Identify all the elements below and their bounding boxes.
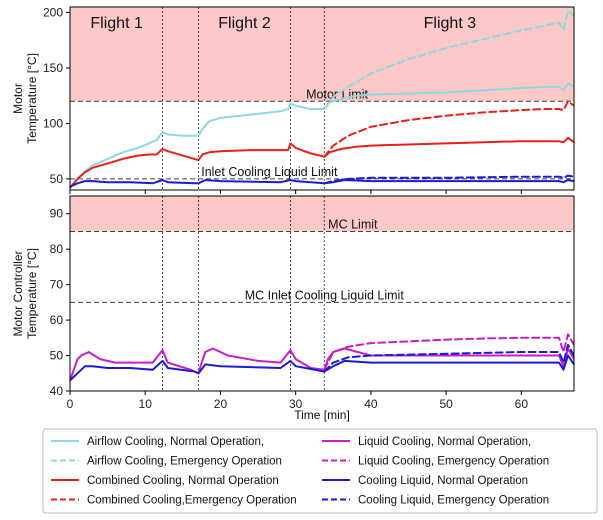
controller-y-axis-label-line-0: Motor Controller [11, 250, 25, 336]
motor-limit-shade [70, 7, 574, 102]
motor-series-1 [323, 9, 574, 110]
motor-series-3 [323, 100, 574, 158]
xtick-label-5: 50 [439, 397, 453, 411]
motor-ytick-label-3: 200 [43, 6, 63, 20]
controller-ytick-label-2: 60 [50, 313, 64, 327]
motor-y-axis-label-line-1: Temperature [°C] [25, 53, 39, 144]
flight-label-0: Flight 1 [90, 15, 143, 32]
legend-label-0: Airflow Cooling, Normal Operation, [87, 436, 264, 448]
controller-limit-label-1: MC Inlet Cooling Liquid Limit [245, 288, 405, 302]
controller-limit-label-0: MC Limit [328, 217, 378, 231]
flight-label-1: Flight 2 [218, 15, 271, 32]
legend-label-1: Airflow Cooling, Emergency Operation [87, 456, 282, 468]
flight-label-2: Flight 3 [424, 15, 477, 32]
xtick-label-1: 10 [139, 397, 153, 411]
controller-ytick-label-5: 90 [50, 207, 64, 221]
motor-series-2 [70, 136, 574, 189]
legend: Airflow Cooling, Normal Operation, Airflo… [42, 428, 598, 514]
controller-series-3 [323, 343, 574, 373]
motor-y-axis-label: MotorTemperature [°C] [11, 53, 39, 144]
controller-series-group [70, 333, 574, 382]
legend-label-7: Cooling Liquid, Emergency Operation [358, 495, 549, 507]
controller-ytick-label-0: 40 [50, 384, 64, 398]
controller-limit-shade [70, 196, 574, 232]
controller-series-1 [323, 333, 574, 371]
controller-ytick-label-3: 70 [50, 278, 64, 292]
controller-series-0 [70, 347, 574, 382]
legend-label-3: Combined Cooling,Emergency Operation [87, 495, 297, 507]
controller-ytick-label-1: 50 [50, 349, 64, 363]
motor-series-group [70, 9, 574, 189]
motor-series-5 [323, 174, 574, 185]
xtick-label-0: 0 [67, 397, 74, 411]
motor-ytick-label-1: 100 [43, 116, 63, 130]
controller-ytick-label-4: 80 [50, 242, 64, 256]
legend-label-2: Combined Cooling, Normal Operation [87, 475, 279, 487]
xtick-label-6: 60 [515, 397, 529, 411]
xtick-label-2: 20 [214, 397, 228, 411]
motor-series-0 [70, 82, 574, 189]
motor-series-4 [70, 179, 574, 188]
motor-temperature-panel: Motor Limit Inlet Cooling Liquid Limit 50 1… [11, 6, 575, 194]
motor-ytick-label-2: 150 [43, 61, 63, 75]
legend-frame [42, 428, 598, 514]
motor-axes-frame [69, 6, 575, 191]
controller-y-axis-label-line-1: Temperature [°C] [25, 248, 39, 339]
xtick-label-3: 30 [289, 397, 303, 411]
controller-series-2 [70, 354, 574, 382]
motor-y-axis-label-line-0: Motor [11, 83, 25, 114]
controller-axes-frame [69, 195, 575, 392]
x-axis-label: Time [min] [294, 408, 350, 422]
legend-label-5: Liquid Cooling, Emergency Operation [358, 456, 549, 468]
motor-ytick-label-0: 50 [50, 172, 64, 186]
legend-label-6: Cooling Liquid, Normal Operation [358, 475, 528, 487]
motor-controller-temperature-panel: MC Limit MC Inlet Cooling Liquid Limit 40 5… [11, 195, 575, 411]
controller-y-axis-label: Motor ControllerTemperature [°C] [11, 248, 39, 339]
legend-label-4: Liquid Cooling, Normal Operation, [358, 436, 531, 448]
motor-limit-label-1: Inlet Cooling Liquid Limit [201, 165, 338, 179]
xtick-label-4: 40 [364, 397, 378, 411]
motor-limit-label-0: Motor Limit [306, 87, 368, 101]
